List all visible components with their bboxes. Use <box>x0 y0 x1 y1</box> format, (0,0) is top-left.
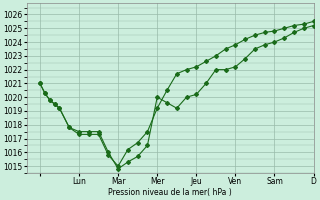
X-axis label: Pression niveau de la mer( hPa ): Pression niveau de la mer( hPa ) <box>108 188 232 197</box>
